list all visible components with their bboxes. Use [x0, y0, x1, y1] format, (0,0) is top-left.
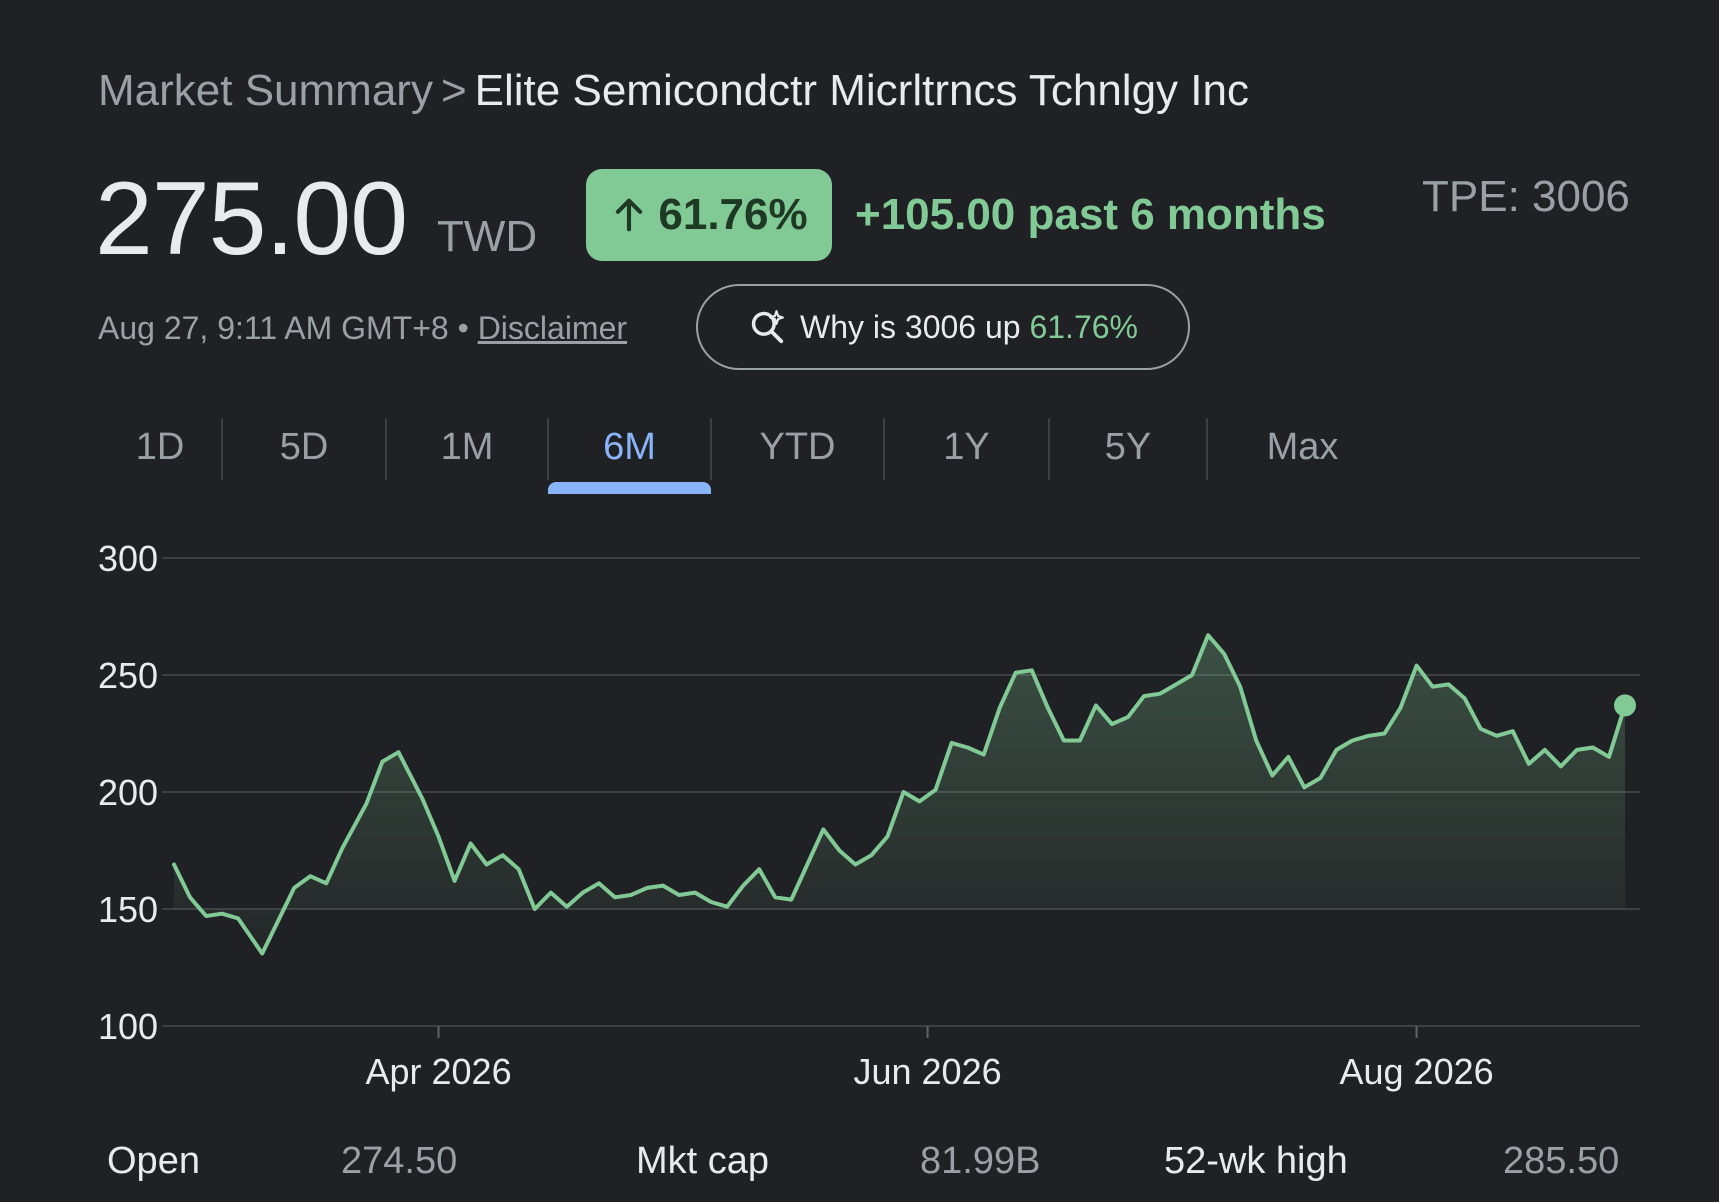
x-tick-label: Aug 2026	[1339, 1051, 1493, 1092]
sparkle-search-icon	[751, 310, 784, 344]
tab-1y[interactable]: 1Y	[943, 426, 990, 468]
tab-divider	[1048, 418, 1050, 480]
tab-5d[interactable]: 5D	[279, 426, 329, 468]
stat-value-mkt-cap: 81.99B	[920, 1140, 1041, 1182]
ticker-symbol: TPE: 3006	[1422, 172, 1630, 221]
y-tick-label: 200	[98, 772, 158, 813]
change-summary: +105.00 past 6 months	[855, 190, 1326, 239]
currency-label: TWD	[437, 212, 538, 261]
why-button-label: Why is 3006 up	[800, 308, 1021, 345]
tab-ytd[interactable]: YTD	[759, 426, 836, 468]
disclaimer-link[interactable]: Disclaimer	[477, 310, 628, 346]
breadcrumb-root-link[interactable]: Market Summary	[98, 66, 433, 115]
time-range-tabs: 1D 5D 1M 6M YTD 1Y 5Y Max	[98, 410, 1398, 495]
stat-label-52wk-high: 52-wk high	[1164, 1140, 1348, 1182]
change-percent-badge: 61.76%	[586, 169, 832, 261]
stat-label-mkt-cap: Mkt cap	[636, 1140, 770, 1182]
tab-divider	[710, 418, 712, 480]
change-percent-value: 61.76%	[658, 190, 808, 239]
breadcrumb-separator: >	[440, 66, 467, 115]
quote-timestamp: Aug 27, 9:11 AM GMT+8 • Disclaimer	[98, 310, 627, 347]
tab-6m[interactable]: 6M	[603, 426, 656, 468]
x-tick-label: Apr 2026	[365, 1051, 511, 1092]
tab-divider	[221, 418, 223, 480]
tab-1m[interactable]: 1M	[440, 426, 494, 468]
active-tab-indicator	[548, 482, 711, 494]
price-area-fill	[174, 635, 1625, 954]
current-price: 275.00	[95, 161, 408, 277]
tab-divider	[385, 418, 387, 480]
y-tick-label: 100	[98, 1006, 158, 1047]
y-tick-label: 250	[98, 655, 158, 696]
tab-divider	[1206, 418, 1208, 480]
why-up-button[interactable]: Why is 3006 up 61.76%	[696, 284, 1190, 370]
y-tick-label: 300	[98, 538, 158, 579]
arrow-up-icon	[616, 198, 643, 232]
tab-max[interactable]: Max	[1266, 426, 1339, 468]
y-tick-label: 150	[98, 889, 158, 930]
breadcrumb: Market Summary > Elite Semicondctr Micrltr…	[98, 66, 1249, 116]
stat-value-open: 274.50	[341, 1140, 458, 1182]
company-name: Elite Semicondctr Micrltrncs Tchnlgy Inc	[474, 66, 1249, 115]
tab-5y[interactable]: 5Y	[1104, 426, 1152, 468]
stat-value-52wk-high: 285.50	[1503, 1140, 1620, 1182]
price-line	[172, 633, 1627, 956]
price-chart[interactable]: 300 250 200 150 100 Apr 2026 Jun 2026 Aug 2026	[0, 520, 1719, 1100]
tab-divider	[883, 418, 885, 480]
why-button-percent: 61.76%	[1029, 308, 1138, 345]
tab-divider	[547, 418, 549, 480]
x-tick-label: Jun 2026	[853, 1051, 1001, 1092]
stat-label-open: Open	[107, 1140, 200, 1182]
tab-1d[interactable]: 1D	[135, 426, 185, 468]
timestamp-text: Aug 27, 9:11 AM GMT+8 •	[98, 310, 469, 346]
current-price-marker	[1614, 694, 1636, 717]
